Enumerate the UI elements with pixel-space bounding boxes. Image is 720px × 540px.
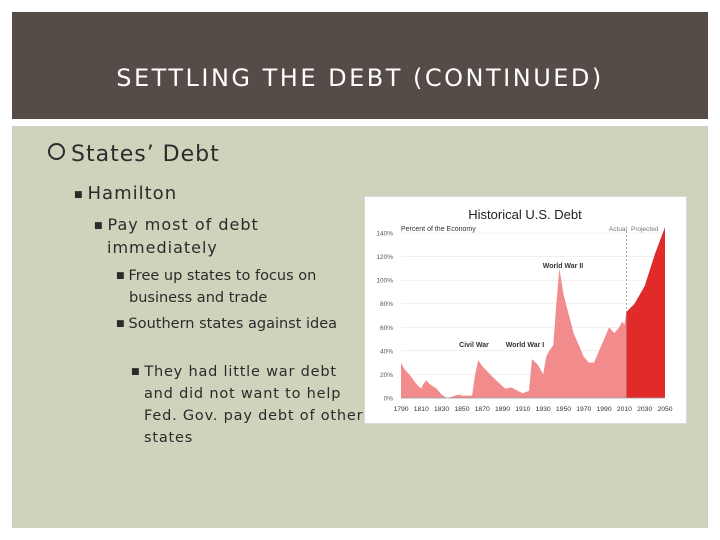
legend-actual: Actual: [609, 226, 628, 233]
x-tick-label: 1850: [454, 406, 469, 413]
y-tick-label: 40%: [380, 348, 393, 355]
square-bullet-icon: ■: [116, 319, 125, 329]
y-tick-label: 0%: [384, 396, 394, 403]
bullet-level4-text: Free up states to focus on business and …: [128, 268, 317, 306]
x-tick-label: 2030: [637, 406, 652, 413]
bullet-level1-text: States’ Debt: [71, 142, 220, 167]
x-tick-label: 2010: [617, 406, 632, 413]
annotation-wwii: World War II: [543, 263, 584, 270]
series-area-projected: [626, 227, 665, 398]
bullet-level5: ■ They had little war debt and did not wa…: [131, 361, 364, 449]
x-tick-label: 2050: [657, 406, 672, 413]
x-tick-label: 1810: [414, 406, 429, 413]
series-area-actual: [401, 268, 627, 398]
bullet-level4-text: Southern states against idea: [128, 316, 338, 332]
bullet-level2-text: Hamilton: [87, 183, 178, 204]
bullet-level3: ■ Pay most of debt immediately: [94, 214, 307, 259]
square-bullet-icon: ■: [131, 367, 141, 377]
debt-chart-svg: Historical U.S. Debt Percent of the Econ…: [376, 207, 672, 413]
x-tick-label: 1830: [434, 406, 449, 413]
annotation-civil-war: Civil War: [459, 342, 489, 349]
square-bullet-icon: ■: [116, 271, 125, 281]
x-tick-label: 1930: [536, 406, 551, 413]
x-tick-label: 1970: [576, 406, 591, 413]
bullet-level3-text: Pay most of debt immediately: [107, 215, 259, 257]
debt-chart: Historical U.S. Debt Percent of the Econ…: [364, 196, 687, 424]
x-tick-label: 1910: [515, 406, 530, 413]
x-tick-label: 1990: [597, 406, 612, 413]
y-tick-label: 60%: [380, 325, 393, 332]
y-tick-label: 140%: [376, 231, 393, 238]
bullet-level4-first: ■ Free up states to focus on business and…: [116, 265, 359, 309]
square-bullet-icon: ■: [74, 190, 84, 200]
slide-title: SETTLING THE DEBT (CONTINUED): [116, 64, 604, 92]
x-tick-label: 1950: [556, 406, 571, 413]
title-bar: SETTLING THE DEBT (CONTINUED): [12, 12, 708, 119]
hollow-circle-bullet-icon: [48, 143, 65, 160]
y-tick-label: 120%: [376, 254, 393, 261]
y-tick-label: 20%: [380, 372, 393, 379]
x-tick-label: 1890: [495, 406, 510, 413]
bullet-level5-text: They had little war debt and did not wan…: [144, 364, 364, 446]
y-tick-label: 100%: [376, 278, 393, 285]
plot-area: [401, 227, 665, 399]
legend-projected: Projected: [631, 226, 659, 233]
bullet-level2: ■ Hamilton: [74, 183, 177, 204]
x-tick-label: 1870: [475, 406, 490, 413]
chart-y-label: Percent of the Economy: [401, 226, 476, 233]
x-tick-label: 1790: [393, 406, 408, 413]
y-tick-label: 80%: [380, 301, 393, 308]
square-bullet-icon: ■: [94, 221, 104, 231]
bullet-level4-second: ■ Southern states against idea: [116, 313, 359, 335]
chart-title: Historical U.S. Debt: [468, 207, 582, 222]
annotation-wwi: World War I: [506, 342, 545, 349]
x-axis-ticks: 1790 1810 1830 1850 1870 1890 1910 1930 1950 1970…: [393, 406, 672, 413]
bullet-level1: States’ Debt: [48, 142, 220, 167]
